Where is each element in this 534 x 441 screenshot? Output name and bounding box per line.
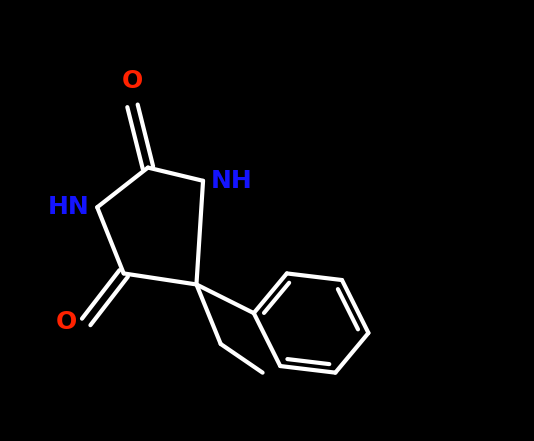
Text: O: O: [122, 69, 143, 93]
Text: HN: HN: [48, 195, 89, 219]
Text: NH: NH: [211, 169, 253, 193]
Text: O: O: [56, 310, 77, 334]
